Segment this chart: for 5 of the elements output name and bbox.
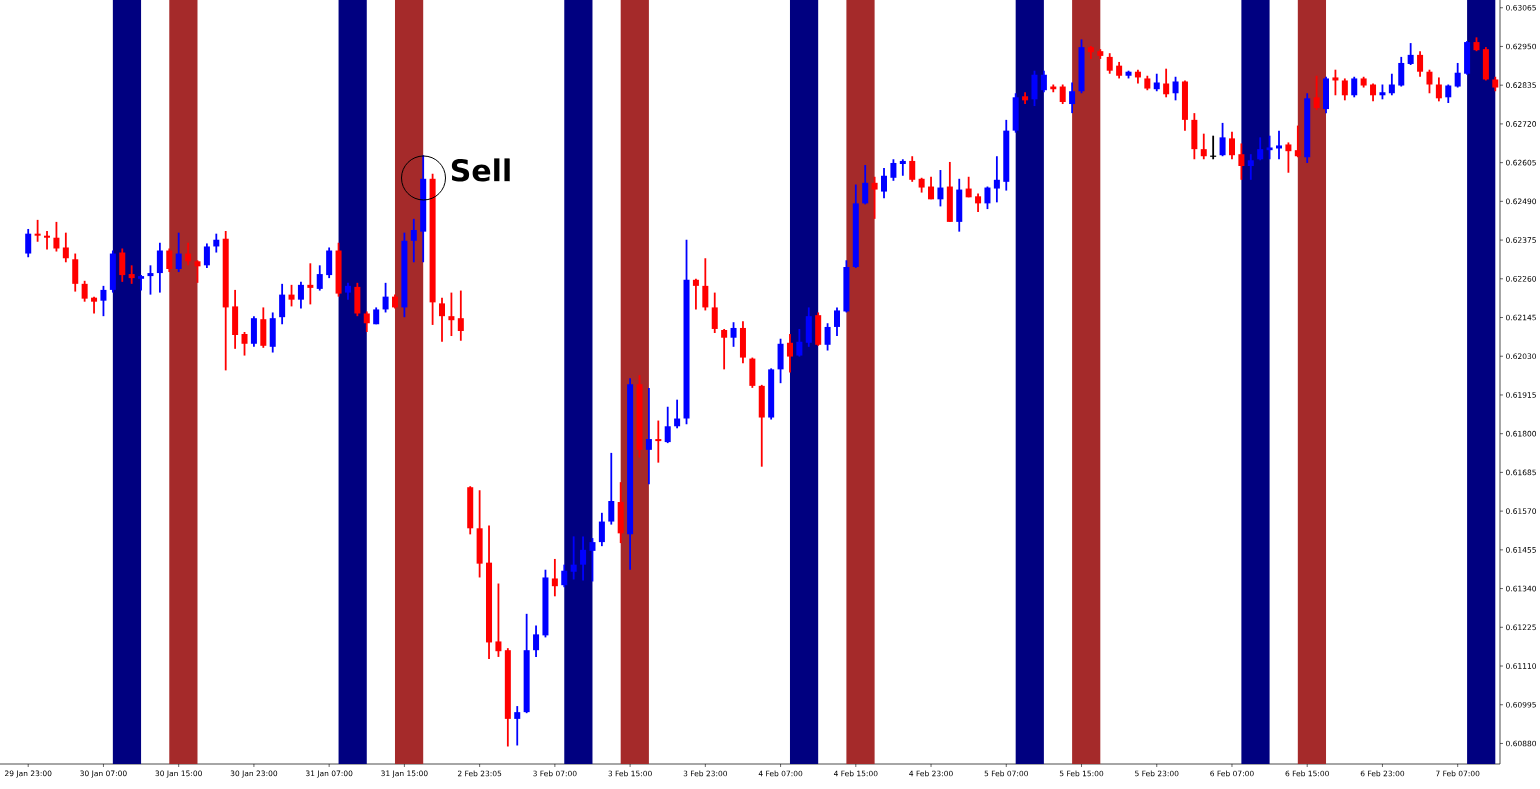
candlestick (636, 374, 643, 459)
candlestick (1266, 134, 1273, 161)
candlestick (1078, 38, 1085, 95)
candlestick (194, 259, 201, 284)
annotation: Sell (451, 158, 510, 182)
